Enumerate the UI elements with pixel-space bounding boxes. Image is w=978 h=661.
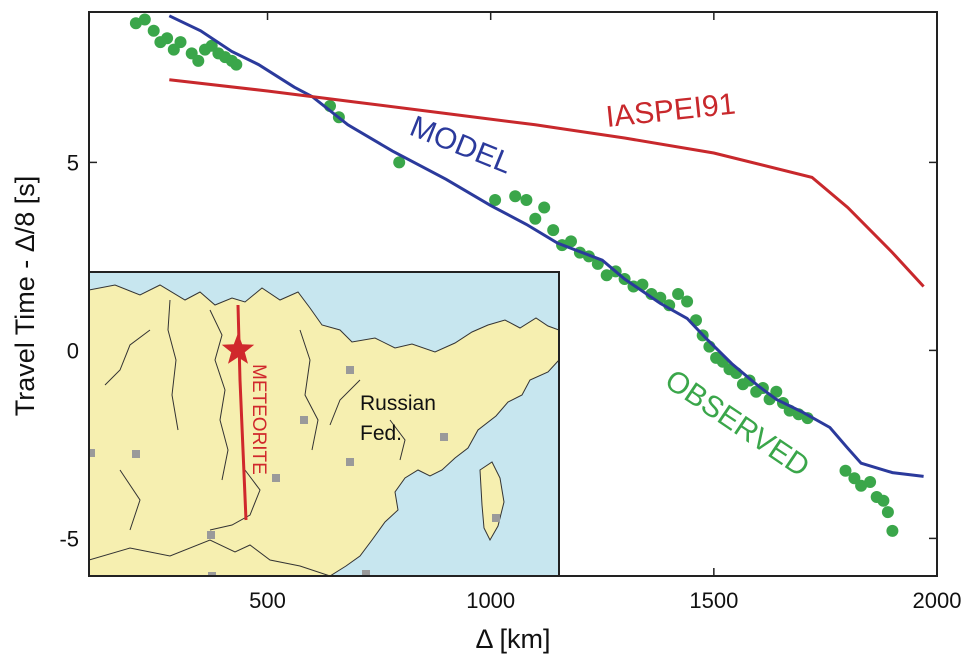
observed-point: [138, 13, 151, 26]
observed-point: [192, 54, 205, 67]
map-land-south: [89, 539, 331, 576]
observed-point: [538, 201, 551, 214]
observed-point: [547, 224, 560, 237]
observed-point: [881, 506, 894, 519]
meteorite-label: METEORITE: [248, 364, 269, 475]
x-tick-label: 1500: [689, 588, 738, 613]
observed-point: [770, 385, 783, 398]
observed-point: [147, 24, 160, 37]
observed-point: [600, 269, 613, 282]
x-tick-label: 500: [249, 588, 286, 613]
map-city-markers: [89, 366, 500, 576]
map-label-fed: Fed.: [360, 422, 402, 445]
iaspei-line: [169, 78, 925, 288]
inset-map-frame: [88, 271, 560, 577]
y-tick-label: -5: [59, 526, 79, 551]
y-tick-label: 5: [67, 150, 79, 175]
map-land: [89, 284, 559, 576]
x-tick-label: 2000: [913, 588, 962, 613]
meteorite-star-icon: [221, 333, 255, 364]
observed-point: [393, 156, 406, 169]
observed-point: [565, 235, 577, 248]
observed-point: [520, 194, 533, 206]
observed-point: [230, 58, 243, 71]
observed-point: [489, 194, 502, 206]
map-label-russian: Russian: [360, 392, 436, 415]
observed-point: [672, 288, 685, 300]
observed-point: [886, 524, 899, 537]
x-tick-label: 1000: [466, 588, 515, 613]
map-rivers: [104, 299, 406, 531]
observed-point: [864, 476, 877, 488]
y-axis-title: Travel Time - Δ/8 [s]: [10, 176, 40, 417]
observed-point: [529, 212, 542, 225]
observed-point: [855, 479, 868, 492]
observed-point: [161, 32, 174, 45]
y-tick-label: 0: [67, 338, 79, 363]
axis-ticks: 500 1000 1500 2000 -5 0 5: [59, 12, 961, 613]
inset-map: METEORITE Russian Fed.: [88, 271, 560, 577]
observed-point: [509, 190, 522, 203]
observed-point: [839, 464, 852, 477]
observed-point: [681, 295, 694, 308]
model-line: [168, 14, 924, 478]
observed-point: [174, 36, 187, 49]
x-axis-title: Δ [km]: [475, 624, 550, 654]
observed-point: [877, 494, 890, 507]
